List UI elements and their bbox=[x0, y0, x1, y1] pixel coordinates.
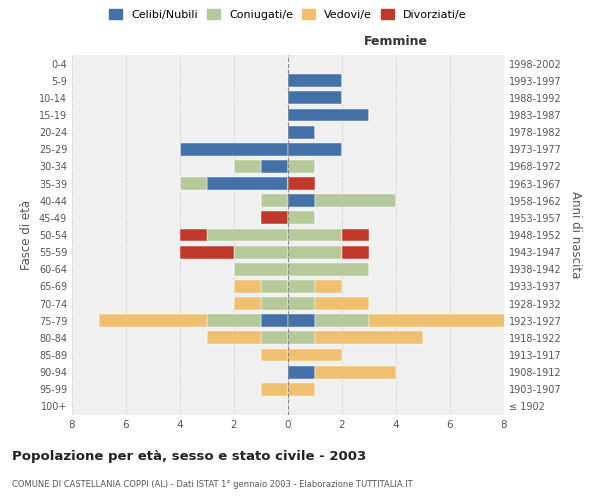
Text: Popolazione per età, sesso e stato civile - 2003: Popolazione per età, sesso e stato civil… bbox=[12, 450, 366, 463]
Bar bbox=[342, 246, 369, 258]
Bar bbox=[288, 263, 369, 276]
Bar bbox=[288, 297, 315, 310]
Y-axis label: Anni di nascita: Anni di nascita bbox=[569, 192, 581, 278]
Bar bbox=[207, 314, 261, 327]
Bar bbox=[180, 228, 207, 241]
Bar bbox=[288, 366, 315, 378]
Bar bbox=[315, 314, 369, 327]
Bar bbox=[180, 177, 207, 190]
Bar bbox=[288, 194, 315, 207]
Bar bbox=[315, 332, 423, 344]
Bar bbox=[234, 297, 261, 310]
Bar bbox=[315, 366, 396, 378]
Bar bbox=[288, 177, 315, 190]
Bar bbox=[288, 246, 342, 258]
Bar bbox=[315, 280, 342, 293]
Bar bbox=[234, 160, 261, 173]
Bar bbox=[207, 332, 261, 344]
Bar bbox=[234, 263, 288, 276]
Bar bbox=[261, 297, 288, 310]
Bar bbox=[369, 314, 558, 327]
Bar bbox=[261, 332, 288, 344]
Bar bbox=[288, 280, 315, 293]
Bar bbox=[180, 246, 234, 258]
Bar bbox=[315, 194, 396, 207]
Bar bbox=[288, 348, 342, 362]
Bar bbox=[288, 92, 342, 104]
Bar bbox=[288, 212, 315, 224]
Bar bbox=[261, 212, 288, 224]
Legend: Celibi/Nubili, Coniugati/e, Vedovi/e, Divorziati/e: Celibi/Nubili, Coniugati/e, Vedovi/e, Di… bbox=[105, 4, 471, 24]
Bar bbox=[342, 228, 369, 241]
Bar bbox=[261, 194, 288, 207]
Bar bbox=[288, 228, 342, 241]
Bar bbox=[261, 348, 288, 362]
Bar bbox=[207, 177, 288, 190]
Bar bbox=[261, 280, 288, 293]
Bar bbox=[234, 280, 261, 293]
Text: COMUNE DI CASTELLANIA COPPI (AL) - Dati ISTAT 1° gennaio 2003 - Elaborazione TUT: COMUNE DI CASTELLANIA COPPI (AL) - Dati … bbox=[12, 480, 413, 489]
Bar bbox=[261, 160, 288, 173]
Bar bbox=[288, 160, 315, 173]
Bar bbox=[234, 246, 288, 258]
Bar bbox=[261, 314, 288, 327]
Bar bbox=[180, 143, 288, 156]
Bar bbox=[261, 383, 288, 396]
Bar bbox=[288, 126, 315, 138]
Y-axis label: Fasce di età: Fasce di età bbox=[20, 200, 33, 270]
Text: Femmine: Femmine bbox=[364, 35, 428, 48]
Bar bbox=[288, 314, 315, 327]
Bar bbox=[288, 332, 315, 344]
Bar bbox=[288, 74, 342, 87]
Bar bbox=[207, 228, 288, 241]
Bar bbox=[288, 108, 369, 122]
Bar bbox=[288, 143, 342, 156]
Bar bbox=[315, 297, 369, 310]
Bar bbox=[99, 314, 207, 327]
Bar bbox=[288, 383, 315, 396]
